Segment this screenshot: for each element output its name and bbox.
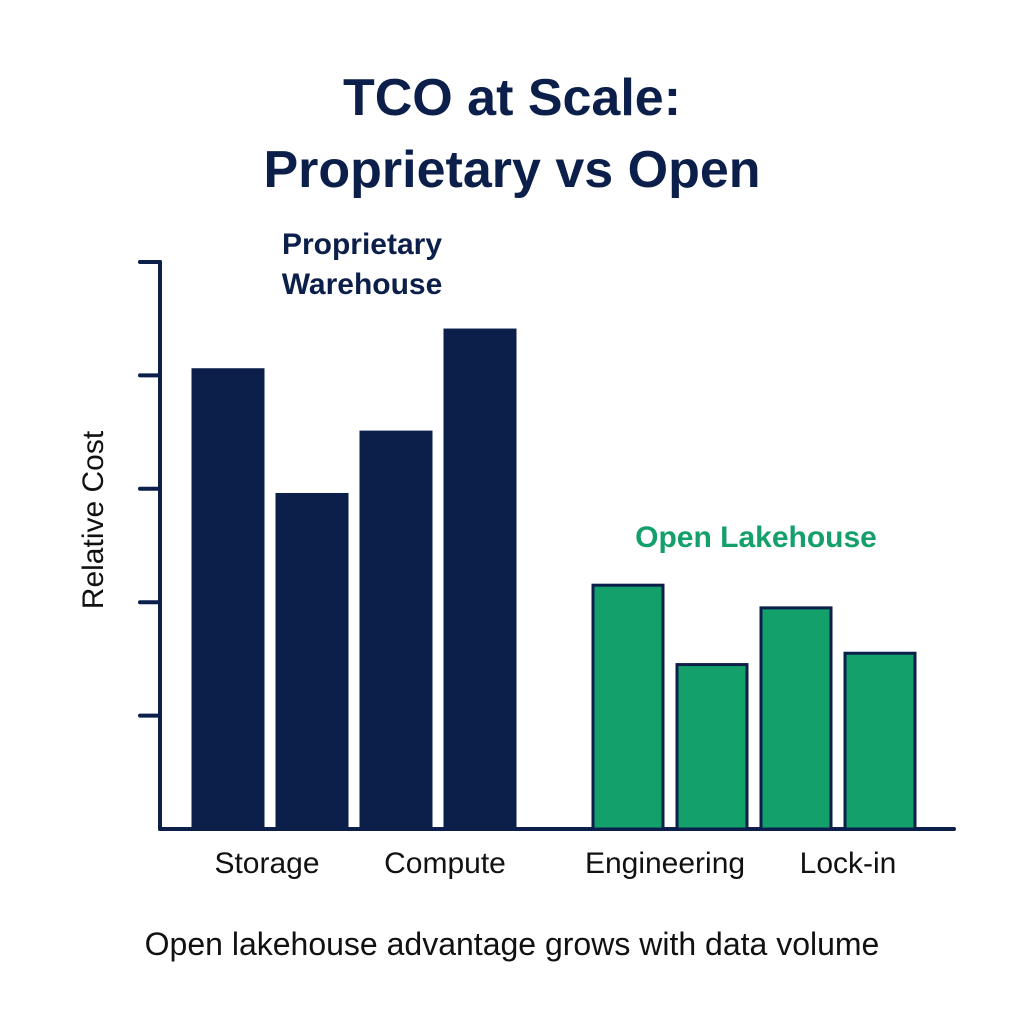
bar-open-2 — [759, 606, 833, 831]
group-label-line: Warehouse — [282, 268, 443, 301]
chart-title: TCO at Scale: Proprietary vs Open — [0, 62, 1024, 206]
bar-proprietary-1 — [275, 492, 349, 831]
group-label-proprietary: Proprietary Warehouse — [282, 228, 443, 301]
bar-proprietary-3 — [443, 328, 517, 831]
bar-proprietary-0 — [191, 368, 265, 831]
bar-open-3 — [843, 651, 917, 831]
bar-open-1 — [675, 663, 749, 831]
bar-open-0 — [591, 583, 665, 831]
chart-title-line-1: TCO at Scale: — [342, 69, 682, 127]
category-label: Engineering — [585, 847, 745, 880]
bar-proprietary-2 — [359, 430, 433, 831]
group-label-line: Proprietary — [282, 228, 442, 261]
category-label: Compute — [384, 847, 506, 880]
y-axis-label: Relative Cost — [77, 430, 110, 609]
chart-caption: Open lakehouse advantage grows with data… — [144, 926, 880, 962]
group-label-open: Open Lakehouse — [635, 521, 877, 554]
group-label-line: Open Lakehouse — [635, 521, 877, 554]
category-label: Lock-in — [800, 847, 897, 880]
category-label: Storage — [214, 847, 319, 880]
chart-title-line-2: Proprietary vs Open — [263, 141, 761, 199]
